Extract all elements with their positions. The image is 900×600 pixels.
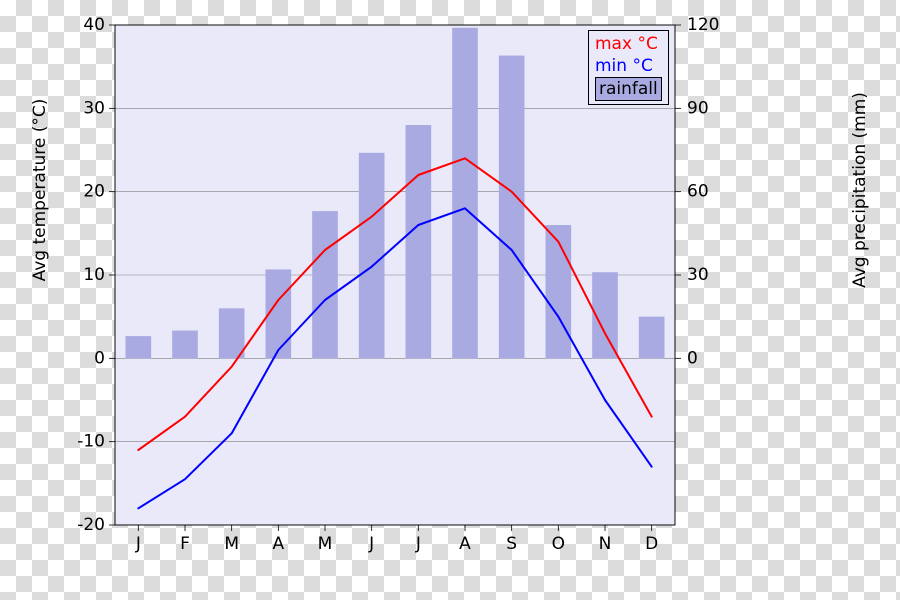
- month-label: N: [599, 534, 612, 554]
- legend-item: max °C: [595, 33, 662, 55]
- legend-item: min °C: [595, 55, 662, 77]
- rainfall-bar: [219, 308, 245, 358]
- rainfall-bar: [312, 211, 338, 358]
- month-label: J: [135, 534, 141, 554]
- y-left-tick-label: 30: [83, 98, 105, 118]
- y-left-tick-label: 20: [83, 182, 105, 202]
- y-left-tick-label: 40: [83, 15, 105, 35]
- rainfall-bar: [499, 56, 525, 359]
- legend-label: min °C: [595, 55, 653, 77]
- month-label: J: [368, 534, 374, 554]
- legend-label: rainfall: [599, 79, 658, 99]
- month-label: A: [459, 534, 471, 554]
- month-label: M: [318, 534, 333, 554]
- legend-label: max °C: [595, 33, 658, 55]
- month-label: O: [552, 534, 565, 554]
- y-right-tick-label: 90: [687, 98, 709, 118]
- rainfall-bar: [546, 225, 572, 358]
- month-label: J: [415, 534, 421, 554]
- rainfall-bar: [639, 317, 665, 359]
- y-left-tick-label: -20: [77, 515, 105, 535]
- month-label: D: [645, 534, 658, 554]
- legend-item: rainfall: [595, 77, 662, 101]
- rainfall-bar: [406, 125, 432, 358]
- legend-swatch: rainfall: [595, 77, 662, 101]
- rainfall-bar: [359, 153, 385, 359]
- climate-chart: -20 -10 0 10 20 30 40 0 30 60 90 120 J F M A M J J A S O N D: [0, 0, 900, 600]
- y-right-tick-label: 30: [687, 265, 709, 285]
- rainfall-bar: [172, 331, 198, 359]
- month-label: A: [273, 534, 285, 554]
- month-label: M: [224, 534, 239, 554]
- month-label: F: [180, 534, 190, 554]
- rainfall-bar: [452, 28, 478, 359]
- y-left-tick-label: 10: [83, 265, 105, 285]
- y-left-tick-label: -10: [77, 432, 105, 452]
- y-left-tick-label: 0: [94, 348, 105, 368]
- y-right-tick-label: 60: [687, 182, 709, 202]
- month-label: S: [506, 534, 517, 554]
- y-right-tick-label: 120: [687, 15, 719, 35]
- y-right-tick-label: 0: [687, 348, 698, 368]
- chart-legend: max °Cmin °Crainfall: [588, 30, 669, 105]
- rainfall-bar: [126, 336, 152, 358]
